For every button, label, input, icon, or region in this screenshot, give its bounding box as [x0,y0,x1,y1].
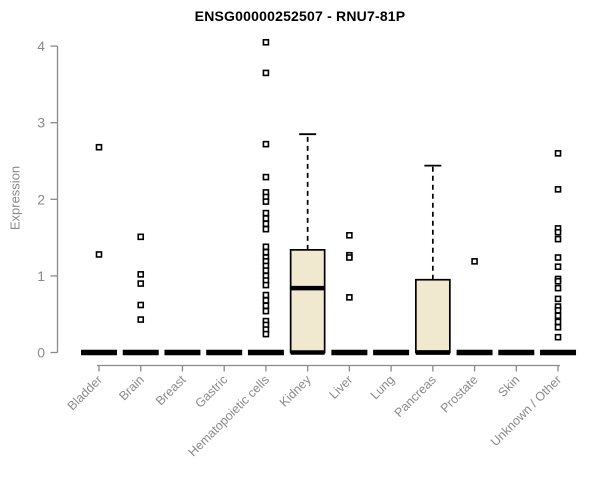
outlier-point [262,330,270,338]
x-axis-label: Gastric [192,373,230,411]
outlier-point [554,295,562,303]
outlier-point [262,209,270,217]
y-axis-tick-label: 3 [37,115,45,131]
x-axis-label: Bladder [65,373,105,413]
outlier-point [554,323,562,331]
outlier-point [554,254,562,261]
outlier-point [262,267,270,274]
outlier-point [471,258,478,265]
x-axis-label: Lung [368,373,398,403]
outlier-point [554,318,562,326]
outlier-point [262,69,270,77]
outlier-point [95,143,103,151]
outlier-point [554,235,562,243]
outlier-point [262,215,270,222]
box-rect [289,249,326,354]
outlier-point [554,228,562,236]
outlier-point [262,220,270,228]
x-axis-label: Brain [116,373,147,404]
outlier-point [137,316,145,323]
x-axis-label: Pancreas [392,373,439,420]
x-axis-label: Kidney [277,372,314,409]
outlier-point [346,294,353,301]
outlier-point [554,312,562,320]
outlier-point [346,254,353,261]
outlier-point [262,291,270,299]
x-axis-label: Breast [153,372,189,408]
outlier-point [262,248,270,256]
outlier-point [262,243,270,251]
y-axis-tick-label: 0 [37,345,45,361]
x-axis-label: Unknown / Other [488,373,564,449]
outlier-point [137,280,145,287]
x-axis-label: Liver [326,373,355,402]
outlier-point [262,307,270,315]
outlier-point [554,284,562,292]
outlier-point [262,173,270,181]
outlier-point [262,281,270,289]
y-axis-tick-label: 2 [37,191,45,207]
outlier-point [262,38,270,46]
outlier-point [262,297,270,304]
outlier-point [95,251,103,258]
outlier-point [554,263,562,271]
outlier-point [346,232,353,239]
y-axis-tick-label: 1 [37,268,45,284]
outlier-point [137,233,145,241]
outlier-point [554,333,562,341]
outlier-point [554,150,562,157]
x-axis-label: Hematopoietic cells [185,373,272,460]
outlier-point [262,225,270,233]
outlier-point [137,271,145,278]
outlier-point [554,277,562,285]
x-axis-label: Skin [495,373,522,400]
outlier-point [262,302,270,310]
outlier-point [137,301,145,309]
outlier-point [554,186,562,193]
outlier-point [262,198,270,205]
x-axis-label: Prostate [438,373,481,416]
chart-title: ENSG00000252507 - RNU7-81P [194,8,406,24]
box-rect [414,278,451,354]
outlier-point [262,140,270,148]
outlier-point [554,307,562,314]
y-axis-tick-label: 4 [37,38,45,54]
